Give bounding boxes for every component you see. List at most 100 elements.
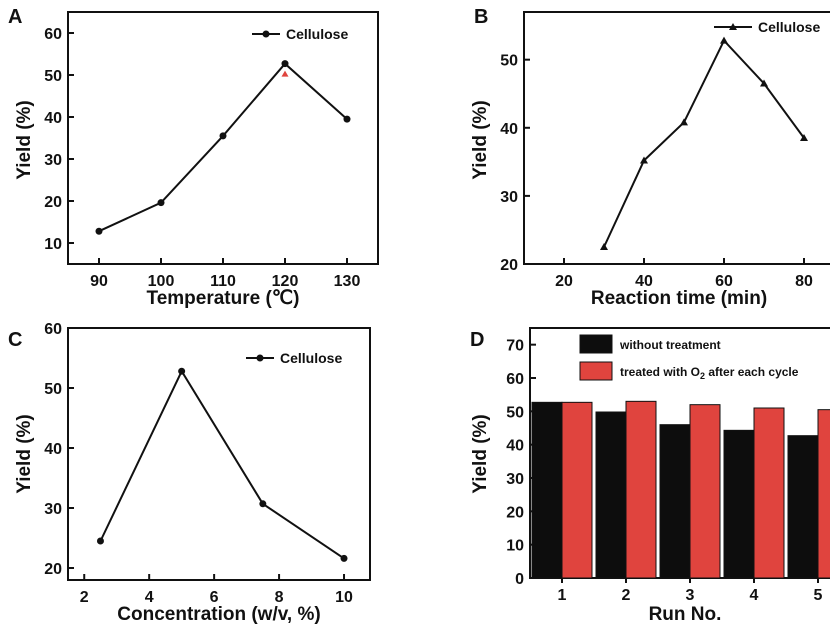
data-point (800, 134, 808, 141)
data-point (259, 500, 267, 508)
y-tick-label: 40 (44, 441, 62, 458)
bar-untreated (787, 435, 819, 579)
y-tick-label: 30 (500, 189, 518, 206)
panel-a-ticks: 10 20 30 40 50 60 90 100 110 120 130 (44, 26, 360, 290)
x-tick-label: 6 (210, 589, 219, 606)
x-tick-label: 4 (145, 589, 154, 606)
legend-treated-subscript: 2 (700, 371, 705, 381)
y-tick-label: 50 (506, 404, 524, 421)
panel-c-points (96, 367, 348, 562)
bar-treated (561, 401, 593, 579)
x-tick-label: 8 (275, 589, 284, 606)
panel-d-x-axis-title: Run No. (649, 604, 722, 625)
bar-untreated (531, 401, 563, 579)
x-tick-label: 4 (750, 587, 759, 604)
panel-a: A 10 20 30 40 50 60 90 100 110 120 130 Cellulose T… (8, 6, 379, 309)
panel-c-ticks: 20 30 40 50 60 2 4 6 8 10 (44, 321, 353, 606)
data-point (340, 554, 348, 562)
x-tick-label: 3 (686, 587, 695, 604)
data-point (680, 118, 688, 126)
panel-a-points (95, 60, 351, 235)
panel-c-legend-marker (256, 354, 264, 362)
data-point (343, 115, 351, 123)
y-tick-label: 40 (500, 121, 518, 138)
panel-c-y-axis-title: Yield (%) (14, 414, 35, 494)
bar-untreated (595, 411, 627, 579)
panel-c: C 20 30 40 50 60 2 4 6 8 10 Cellulose Concentrati… (8, 321, 371, 625)
panel-c-legend: Cellulose (246, 350, 342, 366)
panel-c-series-line (99, 369, 345, 560)
panel-c-legend-label: Cellulose (280, 350, 342, 366)
panel-a-legend-label: Cellulose (286, 26, 348, 42)
panel-b-series-line (603, 38, 805, 248)
data-point (600, 242, 608, 250)
bar-treated (753, 407, 785, 579)
panel-d-bars (531, 400, 830, 579)
panel-a-legend-marker (262, 30, 270, 38)
panel-b-ticks: 20 30 40 50 20 40 60 80 (500, 53, 813, 290)
x-tick-label: 120 (272, 273, 299, 290)
bar-untreated (659, 424, 691, 579)
y-tick-label: 20 (500, 257, 518, 274)
y-tick-label: 10 (44, 236, 62, 253)
y-tick-label: 20 (44, 194, 62, 211)
panel-b-points (600, 36, 808, 250)
panel-b-legend-marker (729, 23, 737, 30)
y-tick-label: 50 (500, 53, 518, 70)
panel-d-legend-swatch-treated (579, 361, 613, 381)
data-point (219, 132, 227, 140)
data-point (760, 79, 768, 87)
panel-a-legend: Cellulose (252, 26, 348, 42)
panel-a-x-axis-title: Temperature (℃) (147, 288, 300, 309)
y-tick-label: 30 (506, 471, 524, 488)
panel-d-legend-label-untreated: without treatment (619, 338, 721, 352)
panel-b-legend: Cellulose (714, 19, 820, 35)
panel-b-legend-label: Cellulose (758, 19, 820, 35)
x-tick-label: 80 (795, 273, 813, 290)
data-point (178, 367, 186, 375)
bar-treated (817, 409, 830, 579)
x-tick-label: 100 (148, 273, 175, 290)
y-tick-label: 0 (515, 571, 524, 588)
data-point (95, 227, 103, 235)
y-tick-label: 70 (506, 338, 524, 355)
x-tick-label: 110 (210, 273, 236, 290)
data-point (720, 36, 728, 44)
y-tick-label: 40 (44, 110, 62, 127)
bar-treated (689, 404, 721, 579)
data-point (157, 199, 165, 207)
x-tick-label: 10 (335, 589, 353, 606)
x-tick-label: 40 (635, 273, 653, 290)
y-tick-label: 60 (506, 371, 524, 388)
panel-d-legend-swatch-untreated (579, 334, 613, 354)
y-tick-label: 30 (44, 501, 62, 518)
panel-b-plot-frame (523, 11, 830, 265)
x-tick-label: 2 (622, 587, 631, 604)
panel-d-y-axis-title: Yield (%) (470, 414, 491, 494)
panel-a-letter: A (8, 6, 22, 28)
x-tick-label: 2 (80, 589, 89, 606)
data-point (640, 156, 648, 164)
y-tick-label: 50 (44, 381, 62, 398)
x-tick-label: 20 (555, 273, 573, 290)
legend-treated-suffix: after each cycle (705, 365, 799, 379)
extra-data-point (281, 70, 289, 77)
panel-c-x-axis-title: Concentration (w/v, %) (117, 604, 320, 625)
panel-d-legend-label-treated: treated with O2 after each cycle (620, 365, 799, 381)
panel-d-legend: without treatment treated with O2 after … (579, 334, 799, 381)
y-tick-label: 30 (44, 152, 62, 169)
x-tick-label: 90 (90, 273, 108, 290)
y-tick-label: 20 (506, 504, 524, 521)
panel-d: D 0 10 20 30 40 50 60 70 1 2 3 4 5 without treatment… (470, 327, 830, 625)
y-tick-label: 20 (44, 561, 62, 578)
data-point (96, 537, 104, 545)
data-point (281, 60, 289, 68)
y-tick-label: 50 (44, 68, 62, 85)
bar-untreated (723, 429, 755, 579)
x-tick-label: 60 (715, 273, 733, 290)
x-tick-label: 1 (558, 587, 567, 604)
legend-treated-main: treated with O (620, 365, 700, 379)
panel-c-letter: C (8, 329, 22, 351)
y-tick-label: 10 (506, 538, 524, 555)
